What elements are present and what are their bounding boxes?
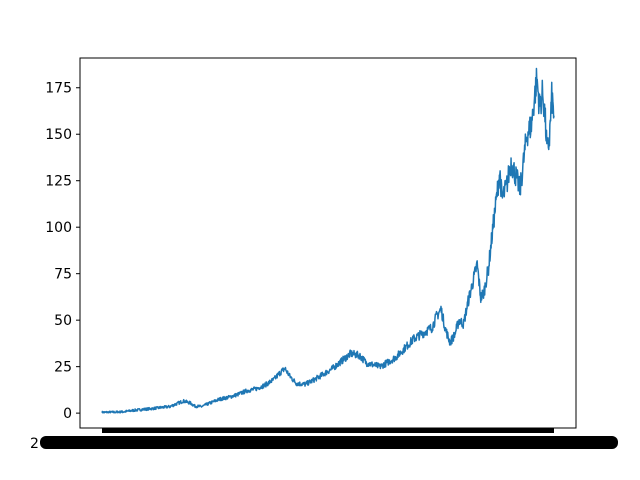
y-tick-label: 75 [54, 267, 72, 283]
y-axis: 0 25 50 75 100 125 150 175 [45, 81, 80, 422]
plot-area [101, 67, 555, 414]
axes-frame [79, 57, 577, 429]
x-tick-label-first: 2 [30, 436, 39, 452]
x-tick-marks [102, 428, 554, 433]
y-tick-label: 125 [45, 174, 72, 190]
x-axis: 2 [30, 428, 618, 452]
x-tick-labels [40, 436, 618, 449]
y-tick-label: 175 [45, 81, 72, 97]
y-tick-label: 25 [54, 360, 72, 376]
y-tick-label: 0 [63, 406, 72, 422]
series-line [101, 67, 555, 414]
y-tick-label: 50 [54, 313, 72, 329]
y-tick-label: 100 [45, 220, 72, 236]
y-tick-label: 150 [45, 127, 72, 143]
